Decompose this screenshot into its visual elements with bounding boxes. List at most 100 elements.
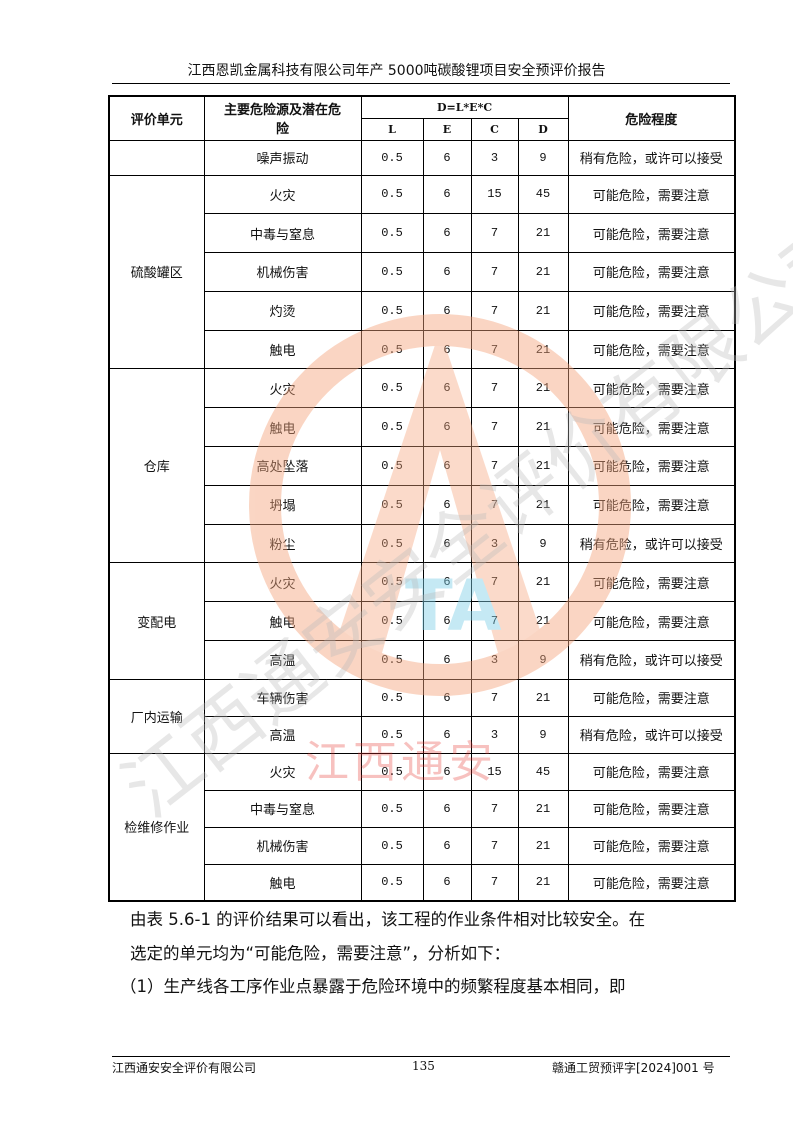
cell-unit: 变配电 [108, 562, 205, 680]
cell-level: 稍有危险，或许可以接受 [567, 715, 736, 754]
cell-e: 6 [422, 715, 472, 754]
header-e: E [422, 117, 472, 141]
cell-e: 6 [422, 252, 472, 292]
cell-level: 可能危险，需要注意 [567, 826, 736, 865]
header-divider [112, 83, 730, 84]
cell-d: 45 [517, 174, 569, 215]
cell-level: 稍有危险，或许可以接受 [567, 639, 736, 680]
cell-e: 6 [422, 446, 472, 486]
cell-d: 9 [517, 139, 569, 176]
cell-l: 0.5 [360, 523, 424, 564]
cell-d: 21 [517, 290, 569, 331]
cell-d: 21 [517, 863, 569, 902]
cell-l: 0.5 [360, 213, 424, 254]
cell-hazard: 触电 [203, 329, 362, 370]
cell-hazard: 机械伤害 [203, 826, 362, 865]
cell-l: 0.5 [360, 407, 424, 448]
cell-level: 可能危险，需要注意 [567, 752, 736, 791]
cell-hazard: 高温 [203, 639, 362, 680]
cell-hazard: 噪声振动 [203, 139, 362, 176]
table-row: 高温 0.5 6 3 9 稍有危险，或许可以接受 [109, 639, 736, 680]
footer-company: 江西通安安全评价有限公司 [112, 1061, 257, 1075]
cell-c: 7 [470, 678, 519, 717]
cell-e: 6 [422, 562, 472, 603]
cell-l: 0.5 [360, 562, 424, 603]
cell-e: 6 [422, 678, 472, 717]
cell-d: 21 [517, 368, 569, 409]
table-row: 中毒与窒息 0.5 6 7 21 可能危险，需要注意 [109, 789, 736, 828]
cell-c: 3 [470, 523, 519, 564]
cell-hazard: 粉尘 [203, 523, 362, 564]
cell-level: 可能危险，需要注意 [567, 484, 736, 525]
table-row: 高处坠落 0.5 6 7 21 可能危险，需要注意 [109, 446, 736, 486]
cell-level: 可能危险，需要注意 [567, 407, 736, 448]
cell-c: 15 [470, 174, 519, 215]
cell-hazard: 火灾 [203, 562, 362, 603]
cell-d: 21 [517, 826, 569, 865]
table-row: 噪声振动 0.5 6 3 9 稍有危险，或许可以接受 [108, 139, 736, 176]
cell-hazard: 触电 [203, 863, 362, 902]
cell-e: 6 [422, 368, 472, 409]
cell-unit [108, 139, 205, 176]
cell-e: 6 [422, 290, 472, 331]
cell-level: 可能危险，需要注意 [567, 789, 736, 828]
cell-hazard: 火灾 [203, 368, 362, 409]
cell-d: 21 [517, 789, 569, 828]
cell-e: 6 [422, 407, 472, 448]
cell-unit: 检维修作业 [108, 752, 205, 902]
cell-e: 6 [422, 484, 472, 525]
cell-c: 7 [470, 789, 519, 828]
cell-level: 稍有危险，或许可以接受 [567, 523, 736, 564]
cell-d: 21 [517, 213, 569, 254]
header-d: D [517, 117, 569, 141]
table-row: 检维修作业 火灾 0.5 6 15 45 可能危险，需要注意 [108, 752, 736, 902]
cell-c: 7 [470, 562, 519, 603]
cell-e: 6 [422, 789, 472, 828]
body-paragraph-line: 由表 5.6-1 的评价结果可以看出，该工程的作业条件相对比较安全。在 [130, 910, 646, 929]
cell-c: 7 [470, 826, 519, 865]
cell-level: 可能危险，需要注意 [567, 446, 736, 486]
table-row: 仓库 火灾 0.5 6 7 21 可能危险，需要注意 [108, 368, 736, 564]
cell-d: 21 [517, 407, 569, 448]
cell-e: 6 [422, 752, 472, 791]
cell-c: 7 [470, 252, 519, 292]
cell-c: 7 [470, 863, 519, 902]
cell-c: 3 [470, 639, 519, 680]
cell-l: 0.5 [360, 368, 424, 409]
header-l: L [360, 117, 424, 141]
cell-unit: 厂内运输 [108, 678, 205, 754]
header-c: C [470, 117, 519, 141]
page-header-title: 江西恩凯金属科技有限公司年产 5000吨碳酸锂项目安全预评价报告 [187, 63, 606, 79]
cell-unit: 仓库 [108, 368, 205, 564]
cell-hazard: 灼烫 [203, 290, 362, 331]
risk-evaluation-table: 评价单元 主要危险源及潜在危险 D=L*E*C 危险程度 L E C D 噪声振… [108, 95, 736, 903]
cell-d: 45 [517, 752, 569, 791]
cell-d: 21 [517, 329, 569, 370]
cell-e: 6 [422, 329, 472, 370]
cell-l: 0.5 [360, 139, 424, 176]
cell-c: 3 [470, 715, 519, 754]
cell-hazard: 中毒与窒息 [203, 213, 362, 254]
cell-c: 3 [470, 139, 519, 176]
cell-d: 9 [517, 523, 569, 564]
cell-d: 21 [517, 678, 569, 717]
cell-c: 7 [470, 368, 519, 409]
cell-e: 6 [422, 523, 472, 564]
cell-l: 0.5 [360, 715, 424, 754]
cell-hazard: 火灾 [203, 174, 362, 215]
cell-d: 21 [517, 484, 569, 525]
cell-l: 0.5 [360, 678, 424, 717]
footer-doc-number: 赣通工贸预评字[2024]001 号 [552, 1061, 715, 1075]
table-row: 触电 0.5 6 7 21 可能危险，需要注意 [109, 863, 736, 902]
table-row: 灼烫 0.5 6 7 21 可能危险，需要注意 [109, 290, 736, 331]
cell-l: 0.5 [360, 601, 424, 641]
cell-l: 0.5 [360, 252, 424, 292]
cell-hazard: 火灾 [203, 752, 362, 791]
cell-l: 0.5 [360, 329, 424, 370]
cell-c: 7 [470, 407, 519, 448]
cell-level: 可能危险，需要注意 [567, 368, 736, 409]
cell-l: 0.5 [360, 826, 424, 865]
body-paragraph-line: （1）生产线各工序作业点暴露于危险环境中的频繁程度基本相同，即 [120, 977, 626, 996]
cell-d: 21 [517, 601, 569, 641]
header-hazard: 主要危险源及潜在危险 [203, 95, 362, 141]
